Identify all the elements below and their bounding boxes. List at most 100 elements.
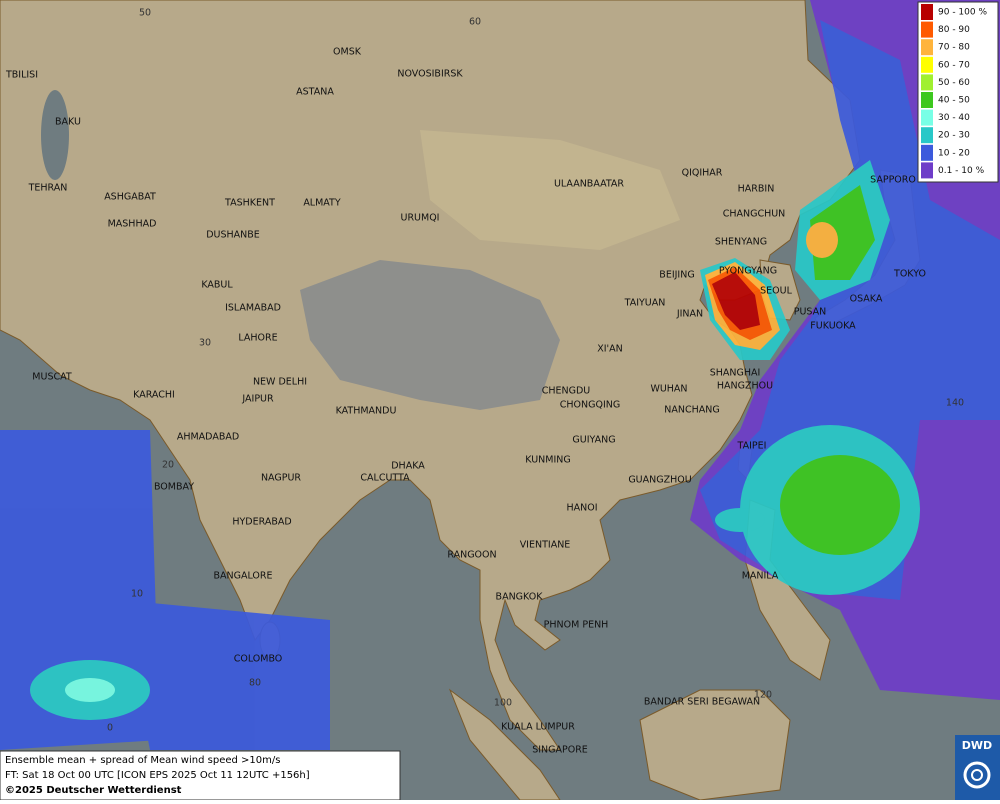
- legend-swatch: [921, 74, 933, 91]
- legend-swatch: [921, 39, 933, 56]
- grid-label: 120: [754, 690, 772, 701]
- city-label: MUSCAT: [32, 372, 72, 383]
- legend-swatch: [921, 92, 933, 108]
- city-label: SAPPORO: [870, 175, 916, 186]
- logo-text: DWD: [962, 739, 992, 752]
- city-label: FUKUOKA: [810, 321, 856, 332]
- city-label: URUMQI: [401, 213, 440, 224]
- legend-swatch: [921, 144, 933, 161]
- grid-label: 20: [162, 460, 174, 471]
- city-label: GUANGZHOU: [628, 475, 691, 486]
- city-label: LAHORE: [238, 333, 277, 344]
- city-label: ISLAMABAD: [225, 303, 281, 314]
- city-label: NAGPUR: [261, 473, 301, 484]
- grid-label: 0: [107, 723, 113, 734]
- city-label: BANDAR SERI BEGAWAN: [644, 697, 760, 708]
- city-label: BANGKOK: [496, 592, 544, 603]
- caspian-sea: [41, 90, 69, 180]
- grid-label: 140: [946, 398, 964, 409]
- info-line: ©2025 Deutscher Wetterdienst: [5, 785, 182, 796]
- city-label: GUIYANG: [572, 435, 615, 446]
- city-label: KUALA LUMPUR: [501, 722, 575, 733]
- city-label: HANGZHOU: [717, 381, 773, 392]
- city-label: TASHKENT: [224, 198, 275, 209]
- legend-label: 70 - 80: [938, 43, 970, 53]
- tibet-plateau: [300, 260, 560, 410]
- city-label: MANILA: [742, 571, 779, 582]
- city-label: OSAKA: [850, 294, 883, 305]
- city-label: TOKYO: [893, 269, 926, 280]
- city-label: HANOI: [566, 503, 597, 514]
- city-label: PHNOM PENH: [544, 620, 609, 631]
- legend-label: 10 - 20: [938, 148, 970, 158]
- dwd-logo: DWD: [955, 735, 1000, 800]
- city-label: HARBIN: [738, 184, 775, 195]
- legend-swatch: [921, 4, 933, 20]
- city-label: BOMBAY: [154, 482, 194, 493]
- logo-background: [955, 735, 1000, 800]
- city-label: ASHGABAT: [104, 192, 156, 203]
- grid-label: 60: [469, 17, 481, 28]
- city-label: TAIPEI: [737, 441, 767, 452]
- city-label: ULAANBAATAR: [554, 179, 624, 190]
- city-label: NANCHANG: [664, 405, 719, 416]
- info-box: Ensemble mean + spread of Mean wind spee…: [0, 750, 401, 801]
- city-label: HYDERABAD: [232, 517, 291, 528]
- legend-label: 90 - 100 %: [938, 8, 987, 18]
- legend-label: 50 - 60: [938, 78, 970, 88]
- grid-label: 30: [199, 338, 211, 349]
- legend: 90 - 100 % 80 - 90 70 - 80 60 - 70 50 - 60 40…: [917, 1, 999, 183]
- city-label: ASTANA: [296, 87, 334, 98]
- legend-label: 60 - 70: [938, 60, 970, 70]
- city-label: KABUL: [201, 280, 233, 291]
- city-label: KATHMANDU: [336, 406, 397, 417]
- grid-label: 10: [131, 589, 143, 600]
- grid-label: 80: [249, 678, 261, 689]
- city-label: TEHRAN: [28, 183, 68, 194]
- city-label: CHENGDU: [542, 386, 591, 397]
- grid-label: 100: [494, 698, 512, 709]
- legend-swatch: [921, 162, 933, 179]
- city-label: MASHHAD: [108, 219, 157, 230]
- city-label: JAIPUR: [241, 394, 274, 405]
- logo-icon: [963, 761, 991, 789]
- info-line: FT: Sat 18 Oct 00 UTC [ICON EPS 2025 Oct…: [5, 770, 310, 781]
- city-label: CALCUTTA: [360, 473, 410, 484]
- city-label: DUSHANBE: [206, 230, 260, 241]
- city-label: COLOMBO: [234, 654, 283, 665]
- city-label: SHANGHAI: [710, 368, 761, 379]
- city-label: BAKU: [55, 117, 81, 128]
- city-label: SHENYANG: [715, 237, 767, 248]
- legend-label: 0.1 - 10 %: [938, 166, 985, 176]
- city-label: KUNMING: [525, 455, 571, 466]
- city-label: JINAN: [676, 309, 703, 320]
- city-label: NOVOSIBIRSK: [397, 69, 463, 80]
- city-label: BANGALORE: [213, 571, 272, 582]
- city-label: TAIYUAN: [624, 298, 666, 309]
- city-label: RANGOON: [447, 550, 496, 561]
- city-label: PYONGYANG: [719, 266, 777, 277]
- legend-label: 40 - 50: [938, 96, 970, 106]
- mongolia-plateau: [420, 130, 680, 250]
- borneo: [639, 689, 791, 801]
- city-label: PUSAN: [794, 307, 827, 318]
- city-label: WUHAN: [650, 384, 687, 395]
- city-label: XI'AN: [597, 344, 623, 355]
- city-label: VIENTIANE: [520, 540, 571, 551]
- legend-swatch: [921, 127, 933, 144]
- legend-swatch: [921, 109, 933, 126]
- city-label: DHAKA: [391, 461, 425, 472]
- logo-icon: [971, 769, 983, 781]
- city-label: TBILISI: [5, 70, 38, 81]
- legend-label: 80 - 90: [938, 25, 970, 35]
- city-label: ALMATY: [303, 198, 341, 209]
- city-label: NEW DELHI: [253, 377, 307, 388]
- legend-swatch: [921, 21, 933, 38]
- grid-label: 50: [139, 8, 151, 19]
- legend-swatch: [921, 56, 933, 73]
- city-label: AHMADABAD: [177, 432, 239, 443]
- city-label: QIQIHAR: [682, 168, 723, 179]
- city-label: KARACHI: [133, 390, 175, 401]
